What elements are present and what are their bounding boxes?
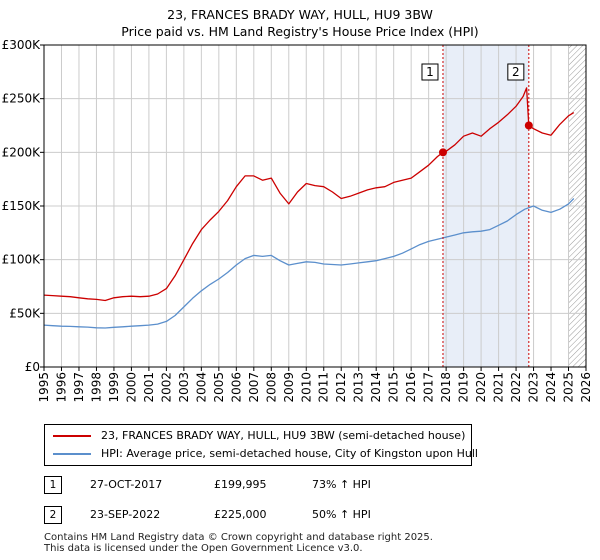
sale-point xyxy=(438,148,447,157)
x-tick-label: 2022 xyxy=(509,372,523,403)
x-tick-label: 2021 xyxy=(492,372,506,403)
x-tick-label: 2004 xyxy=(194,372,208,403)
y-tick-label: £50K xyxy=(9,306,41,320)
footer-line2: This data is licensed under the Open Gov… xyxy=(44,543,363,554)
x-tick-label: 2008 xyxy=(264,372,278,403)
footer-line1: Contains HM Land Registry data © Crown c… xyxy=(44,532,433,543)
x-tick-label: 2024 xyxy=(544,372,558,403)
transaction-number: 1 xyxy=(44,476,62,494)
footer: Contains HM Land Registry data © Crown c… xyxy=(44,532,433,554)
x-tick-label: 2009 xyxy=(282,372,296,403)
x-tick-label: 2025 xyxy=(562,372,576,403)
x-tick-label: 2015 xyxy=(387,372,401,403)
transaction-price: £225,000 xyxy=(214,508,267,521)
y-tick-label: £200K xyxy=(2,145,42,159)
transaction-row: 1 27-OCT-2017 £199,995 73% ↑ HPI xyxy=(44,476,584,496)
transaction-number: 2 xyxy=(44,506,62,524)
x-tick-label: 2001 xyxy=(142,372,156,403)
y-tick-label: £100K xyxy=(2,253,42,267)
sale-label: 1 xyxy=(426,65,434,79)
x-tick-label: 1997 xyxy=(72,372,86,403)
transaction-row: 2 23-SEP-2022 £225,000 50% ↑ HPI xyxy=(44,506,584,526)
legend-label-property: 23, FRANCES BRADY WAY, HULL, HU9 3BW (se… xyxy=(101,429,466,442)
legend-label-hpi: HPI: Average price, semi-detached house,… xyxy=(101,447,478,460)
x-tick-label: 1995 xyxy=(37,372,51,403)
x-tick-label: 2023 xyxy=(527,372,541,403)
chart-title: 23, FRANCES BRADY WAY, HULL, HU9 3BW Pri… xyxy=(0,6,600,40)
x-tick-label: 2017 xyxy=(422,372,436,403)
x-tick-label: 2026 xyxy=(579,372,593,403)
x-tick-label: 2018 xyxy=(439,372,453,403)
x-tick-label: 2020 xyxy=(474,372,488,403)
transaction-price: £199,995 xyxy=(214,478,267,491)
hpi-line xyxy=(43,198,575,329)
sale-point xyxy=(524,121,533,130)
legend-swatch-hpi xyxy=(53,453,91,455)
x-tick-label: 1999 xyxy=(107,372,121,403)
x-tick-label: 2014 xyxy=(369,372,383,403)
x-tick-label: 2019 xyxy=(457,372,471,403)
chart-title-line2: Price paid vs. HM Land Registry's House … xyxy=(121,24,479,39)
legend-swatch-property xyxy=(53,435,91,437)
x-tick-label: 2012 xyxy=(334,372,348,403)
x-tick-label: 2002 xyxy=(159,372,173,403)
transaction-hpi: 50% ↑ HPI xyxy=(312,508,371,521)
transaction-date: 23-SEP-2022 xyxy=(90,508,161,521)
transaction-date: 27-OCT-2017 xyxy=(90,478,163,491)
y-tick-label: £250K xyxy=(2,92,42,106)
sale-label-box xyxy=(507,63,525,81)
x-tick-label: 2010 xyxy=(299,372,313,403)
x-tick-label: 2011 xyxy=(317,372,331,403)
x-tick-label: 2013 xyxy=(352,372,366,403)
chart-title-line1: 23, FRANCES BRADY WAY, HULL, HU9 3BW xyxy=(167,7,433,22)
x-tick-label: 2016 xyxy=(404,372,418,403)
x-tick-label: 2007 xyxy=(247,372,261,403)
x-tick-label: 1996 xyxy=(54,372,68,403)
sale-label-box xyxy=(421,63,439,81)
legend: 23, FRANCES BRADY WAY, HULL, HU9 3BW (se… xyxy=(44,424,478,466)
sale-label: 2 xyxy=(512,65,520,79)
x-tick-label: 2000 xyxy=(124,372,138,403)
y-tick-label: £300K xyxy=(2,38,42,52)
property-price-line xyxy=(43,87,575,302)
x-tick-label: 2006 xyxy=(229,372,243,403)
y-tick-label: £150K xyxy=(2,199,42,213)
x-tick-label: 1998 xyxy=(89,372,103,403)
transaction-hpi: 73% ↑ HPI xyxy=(312,478,371,491)
x-tick-label: 2003 xyxy=(177,372,191,403)
y-tick-label: £0 xyxy=(25,360,40,374)
x-tick-label: 2005 xyxy=(212,372,226,403)
